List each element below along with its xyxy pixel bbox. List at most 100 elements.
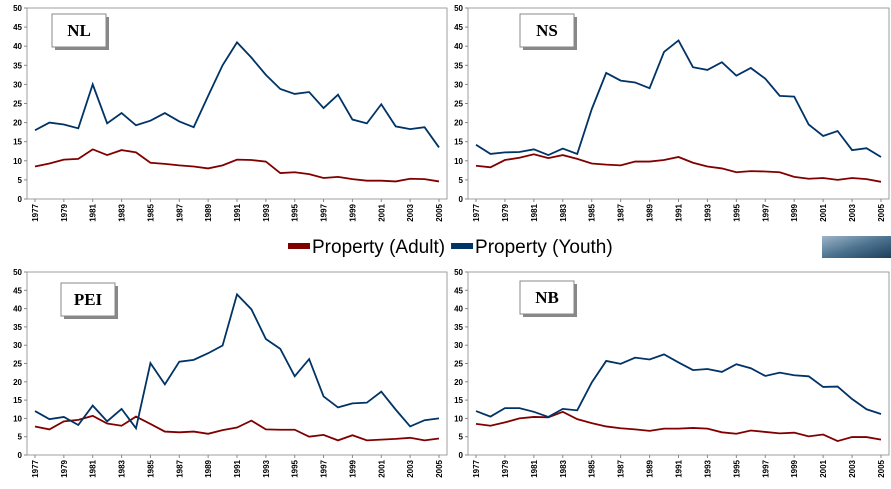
x-tick-label: 1985 <box>146 459 155 477</box>
x-tick-label: 2003 <box>848 459 857 477</box>
series-line <box>34 148 440 183</box>
legend-label: Property (Adult) <box>312 237 445 258</box>
x-tick-label: 2003 <box>848 203 857 221</box>
x-tick-label: 1991 <box>675 203 684 221</box>
x-tick-label: 1983 <box>559 203 568 221</box>
x-tick-label: 1987 <box>175 203 184 221</box>
y-tick-label: 20 <box>454 119 463 128</box>
y-tick-label: 30 <box>454 80 463 89</box>
y-tick-label: 50 <box>13 268 22 277</box>
x-tick-label: 1999 <box>348 203 357 221</box>
series-line <box>475 410 882 443</box>
x-tick-label: 1989 <box>204 203 213 221</box>
y-tick-label: 5 <box>18 433 23 442</box>
x-tick-label: 1979 <box>501 459 510 477</box>
x-tick-label: 1985 <box>146 203 155 221</box>
series-line <box>34 40 440 148</box>
y-tick-label: 20 <box>454 378 463 387</box>
y-tick-label: 40 <box>13 42 22 51</box>
series-line <box>475 153 882 183</box>
x-tick-label: 1981 <box>89 459 98 477</box>
y-tick-label: 25 <box>13 360 22 369</box>
x-tick-label: 1993 <box>703 459 712 477</box>
panel-title: NL <box>67 21 91 40</box>
y-tick-label: 30 <box>13 80 22 89</box>
x-tick-label: 1977 <box>472 459 481 477</box>
x-tick-label: 1989 <box>646 459 655 477</box>
y-tick-label: 0 <box>459 451 464 460</box>
x-tick-label: 1989 <box>204 459 213 477</box>
x-tick-label: 1983 <box>559 459 568 477</box>
legend-swatch <box>288 243 310 249</box>
x-tick-label: 1977 <box>31 203 40 221</box>
x-tick-label: 1997 <box>761 203 770 221</box>
y-tick-label: 15 <box>13 396 22 405</box>
x-tick-label: 1991 <box>233 203 242 221</box>
y-tick-label: 45 <box>454 23 463 32</box>
y-tick-label: 0 <box>18 451 23 460</box>
series-line <box>475 39 882 158</box>
x-tick-label: 1993 <box>262 203 271 221</box>
y-tick-label: 10 <box>454 414 463 423</box>
x-tick-label: 1991 <box>675 459 684 477</box>
x-tick-label: 2005 <box>877 203 886 221</box>
x-tick-label: 1995 <box>291 203 300 221</box>
y-tick-label: 45 <box>13 286 22 295</box>
y-tick-label: 25 <box>454 360 463 369</box>
x-tick-label: 1997 <box>761 459 770 477</box>
legend-label: Property (Youth) <box>475 237 613 258</box>
x-tick-label: 1995 <box>732 203 741 221</box>
y-tick-label: 35 <box>13 323 22 332</box>
x-tick-label: 1987 <box>175 459 184 477</box>
panel-title: NS <box>536 21 558 40</box>
y-tick-label: 40 <box>454 305 463 314</box>
y-tick-label: 0 <box>459 195 464 204</box>
x-tick-label: 1981 <box>530 203 539 221</box>
y-tick-label: 0 <box>18 195 23 204</box>
series-line <box>475 353 882 418</box>
x-tick-label: 2001 <box>819 203 828 221</box>
x-tick-label: 1979 <box>60 459 69 477</box>
x-tick-label: 1995 <box>732 459 741 477</box>
x-tick-label: 1993 <box>703 203 712 221</box>
x-tick-label: 1997 <box>320 203 329 221</box>
y-tick-label: 20 <box>13 119 22 128</box>
title-box <box>51 13 107 48</box>
panel-title: NB <box>535 288 559 307</box>
y-tick-label: 5 <box>459 176 464 185</box>
x-tick-label: 2001 <box>377 203 386 221</box>
title-box <box>519 13 575 48</box>
x-tick-label: 1991 <box>233 459 242 477</box>
y-tick-label: 40 <box>13 305 22 314</box>
y-tick-label: 25 <box>13 100 22 109</box>
x-tick-label: 1995 <box>291 459 300 477</box>
y-tick-label: 35 <box>454 61 463 70</box>
y-tick-label: 40 <box>454 42 463 51</box>
x-tick-label: 1987 <box>617 459 626 477</box>
x-tick-label: 1985 <box>588 203 597 221</box>
x-tick-label: 1999 <box>790 459 799 477</box>
thumbnail <box>822 236 891 258</box>
x-tick-label: 1985 <box>588 459 597 477</box>
y-tick-label: 10 <box>13 414 22 423</box>
x-tick-label: 1979 <box>60 203 69 221</box>
y-tick-label: 20 <box>13 378 22 387</box>
y-tick-label: 15 <box>454 396 463 405</box>
y-tick-label: 10 <box>13 157 22 166</box>
x-tick-label: 2005 <box>877 459 886 477</box>
x-tick-label: 1977 <box>31 459 40 477</box>
y-tick-label: 25 <box>454 100 463 109</box>
y-tick-label: 30 <box>454 341 463 350</box>
x-tick-label: 1993 <box>262 459 271 477</box>
x-tick-label: 1981 <box>530 459 539 477</box>
title-box <box>60 282 116 317</box>
x-tick-label: 1999 <box>790 203 799 221</box>
x-tick-label: 1999 <box>348 459 357 477</box>
x-tick-label: 2005 <box>435 203 444 221</box>
y-tick-label: 45 <box>454 286 463 295</box>
y-tick-label: 15 <box>454 138 463 147</box>
y-tick-label: 50 <box>13 4 22 13</box>
title-box <box>519 280 575 315</box>
x-tick-label: 1997 <box>320 459 329 477</box>
series-line <box>34 292 440 431</box>
